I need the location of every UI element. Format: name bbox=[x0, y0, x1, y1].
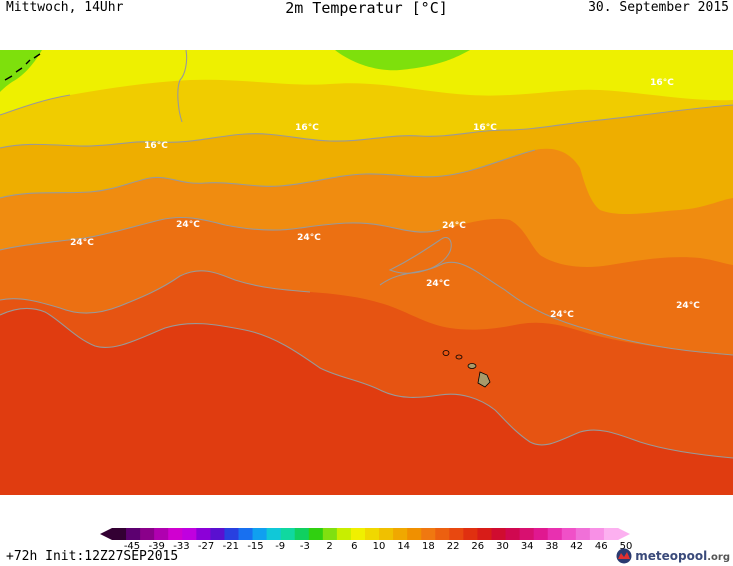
scale-swatch bbox=[224, 528, 239, 540]
contour-label: 16°C bbox=[144, 141, 168, 151]
scale-swatch bbox=[533, 528, 549, 540]
island-hawaii bbox=[477, 371, 491, 388]
color-scale-ticks: -45 -39 -33 -27 -21 -15 -9 -3 2 6 10 14 18 22 26 30 34 38… bbox=[100, 541, 633, 555]
scale-swatch bbox=[252, 528, 268, 540]
scale-arrow-high bbox=[618, 528, 630, 540]
scale-tick-label: -3 bbox=[299, 541, 310, 552]
scale-swatch bbox=[589, 528, 605, 540]
scale-swatch bbox=[463, 528, 478, 540]
contour-label: 24°C bbox=[442, 221, 466, 231]
scale-tick-label: 38 bbox=[545, 541, 559, 552]
scale-tick-label: 22 bbox=[446, 541, 460, 552]
meteopool-logo-icon bbox=[616, 548, 632, 564]
scale-tick-label: 10 bbox=[372, 541, 386, 552]
scale-swatch bbox=[350, 528, 366, 540]
scale-tick-label: -15 bbox=[247, 541, 264, 552]
scale-swatch bbox=[126, 528, 141, 540]
islands bbox=[4, 53, 491, 388]
island-kauai bbox=[442, 350, 450, 356]
brand[interactable]: meteopool.org bbox=[616, 547, 730, 565]
scale-swatch bbox=[280, 528, 296, 540]
scale-arrow-low bbox=[100, 528, 112, 540]
scale-swatch bbox=[182, 528, 197, 540]
temperature-map: 16°C 16°C 16°C 16°C 24°C 24°C 24°C 24°C 24°C 24°C… bbox=[0, 50, 733, 495]
color-scale-bar bbox=[100, 528, 630, 540]
scale-tick-label: -33 bbox=[173, 541, 190, 552]
scale-swatch bbox=[336, 528, 352, 540]
band-green-corner bbox=[0, 50, 42, 92]
contour-label: 24°C bbox=[70, 238, 94, 248]
scale-tick-label: -45 bbox=[123, 541, 141, 552]
scale-swatch bbox=[603, 528, 619, 540]
scale-swatch bbox=[112, 528, 127, 540]
island-oahu bbox=[455, 354, 463, 360]
scale-swatch bbox=[322, 528, 338, 540]
scale-swatch bbox=[421, 528, 436, 540]
scale-tick-label: -9 bbox=[275, 541, 286, 552]
contour-label: 16°C bbox=[650, 78, 674, 88]
scale-tick-label: 50 bbox=[619, 541, 633, 552]
band-red bbox=[0, 308, 733, 495]
aleutian-islands bbox=[4, 53, 41, 81]
scale-tick-label: 30 bbox=[496, 541, 509, 552]
scale-swatch bbox=[435, 528, 450, 540]
scale-swatch bbox=[575, 528, 591, 540]
scale-swatch bbox=[379, 528, 394, 540]
contour-lines bbox=[0, 50, 733, 459]
model-run-info: +72h Init:12Z27SEP2015 bbox=[6, 549, 179, 564]
band-green bbox=[335, 50, 470, 71]
contour-label: 24°C bbox=[297, 233, 321, 243]
scale-swatch bbox=[491, 528, 507, 540]
scale-swatch bbox=[477, 528, 492, 540]
map-title: 2m Temperatur [°C] bbox=[285, 0, 448, 17]
forecast-date: 30. September 2015 bbox=[588, 0, 729, 15]
scale-tick-label: -39 bbox=[148, 541, 165, 552]
forecast-time: Mittwoch, 14Uhr bbox=[6, 0, 124, 15]
scale-swatch bbox=[168, 528, 183, 540]
scale-swatch bbox=[154, 528, 169, 540]
scale-swatch bbox=[407, 528, 422, 540]
contour-label: 16°C bbox=[473, 123, 497, 133]
scale-swatch bbox=[238, 528, 254, 540]
scale-swatch bbox=[266, 528, 282, 540]
contour-labels: 16°C 16°C 16°C 16°C 24°C 24°C 24°C 24°C 24°C 24°C… bbox=[70, 78, 700, 320]
brand-name: meteopool bbox=[635, 549, 708, 563]
scale-tick-label: 42 bbox=[570, 541, 583, 552]
scale-tick-label: 34 bbox=[520, 541, 534, 552]
island-maui bbox=[467, 363, 477, 369]
scale-swatch bbox=[140, 528, 155, 540]
scale-tick-label: 2 bbox=[326, 541, 333, 552]
contour-label: 24°C bbox=[176, 220, 200, 230]
scale-swatch bbox=[210, 528, 225, 540]
scale-swatch bbox=[196, 528, 211, 540]
contour-label: 16°C bbox=[295, 123, 319, 133]
scale-swatch bbox=[547, 528, 563, 540]
scale-tick-label: 14 bbox=[397, 541, 411, 552]
scale-swatch bbox=[393, 528, 408, 540]
contour-label: 24°C bbox=[676, 301, 700, 311]
scale-swatch bbox=[308, 528, 324, 540]
scale-swatch bbox=[449, 528, 464, 540]
scale-tick-label: 6 bbox=[351, 541, 358, 552]
scale-tick-label: 26 bbox=[471, 541, 485, 552]
band-yellow bbox=[0, 50, 733, 115]
scale-tick-label: 18 bbox=[422, 541, 435, 552]
brand-tld: .org bbox=[707, 552, 730, 563]
scale-swatch bbox=[294, 528, 310, 540]
contour-label: 24°C bbox=[550, 310, 574, 320]
scale-swatch bbox=[365, 528, 380, 540]
scale-swatch bbox=[561, 528, 577, 540]
scale-swatch bbox=[519, 528, 535, 540]
scale-tick-label: 46 bbox=[594, 541, 608, 552]
contour-label: 24°C bbox=[426, 279, 450, 289]
scale-tick-label: -21 bbox=[222, 541, 239, 552]
scale-swatch bbox=[505, 528, 521, 540]
scale-tick-label: -27 bbox=[197, 541, 215, 552]
